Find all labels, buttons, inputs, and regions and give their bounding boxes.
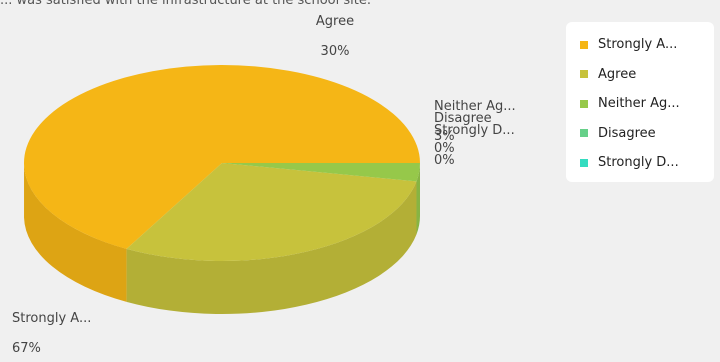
legend-swatch: [580, 99, 588, 108]
slice-value-label: 67%: [12, 341, 41, 356]
chart-legend: Strongly A... Agree Neither Ag... Disagr…: [566, 22, 714, 182]
slice-value-label: 0%: [434, 153, 455, 168]
legend-item[interactable]: Disagree: [580, 119, 714, 149]
legend-swatch: [580, 158, 588, 167]
legend-item[interactable]: Agree: [580, 60, 714, 90]
slice-value-label: 3%: [434, 129, 455, 144]
slice-label: Agree: [316, 14, 354, 29]
legend-label: Neither Ag...: [598, 96, 680, 112]
pie-slice-side: [24, 164, 127, 302]
slice-label: Strongly D...: [434, 123, 515, 138]
slice-label: Disagree: [434, 111, 492, 126]
slice-value-label: 30%: [321, 44, 350, 59]
legend-label: Disagree: [598, 125, 656, 141]
legend-swatch: [580, 129, 588, 138]
legend-label: Agree: [598, 66, 637, 82]
slice-label: Neither Ag...: [434, 99, 516, 114]
legend-item[interactable]: Strongly A...: [580, 30, 714, 60]
slice-label: Strongly A...: [12, 311, 91, 326]
legend-item[interactable]: Strongly D...: [580, 148, 714, 178]
pie-slice: [23, 64, 421, 249]
pie-slice: [126, 163, 417, 261]
legend-label: Strongly A...: [598, 37, 678, 53]
legend-swatch: [580, 40, 588, 49]
pie-slice-side: [416, 163, 420, 235]
pie-slice: [222, 163, 420, 182]
legend-label: Strongly D...: [598, 155, 679, 171]
pie-slice-side: [126, 181, 417, 314]
slice-value-label: 0%: [434, 141, 455, 156]
legend-item[interactable]: Neither Ag...: [580, 89, 714, 119]
chart-title: ... was satisfied with the infrastructur…: [0, 0, 371, 8]
legend-swatch: [580, 70, 588, 79]
